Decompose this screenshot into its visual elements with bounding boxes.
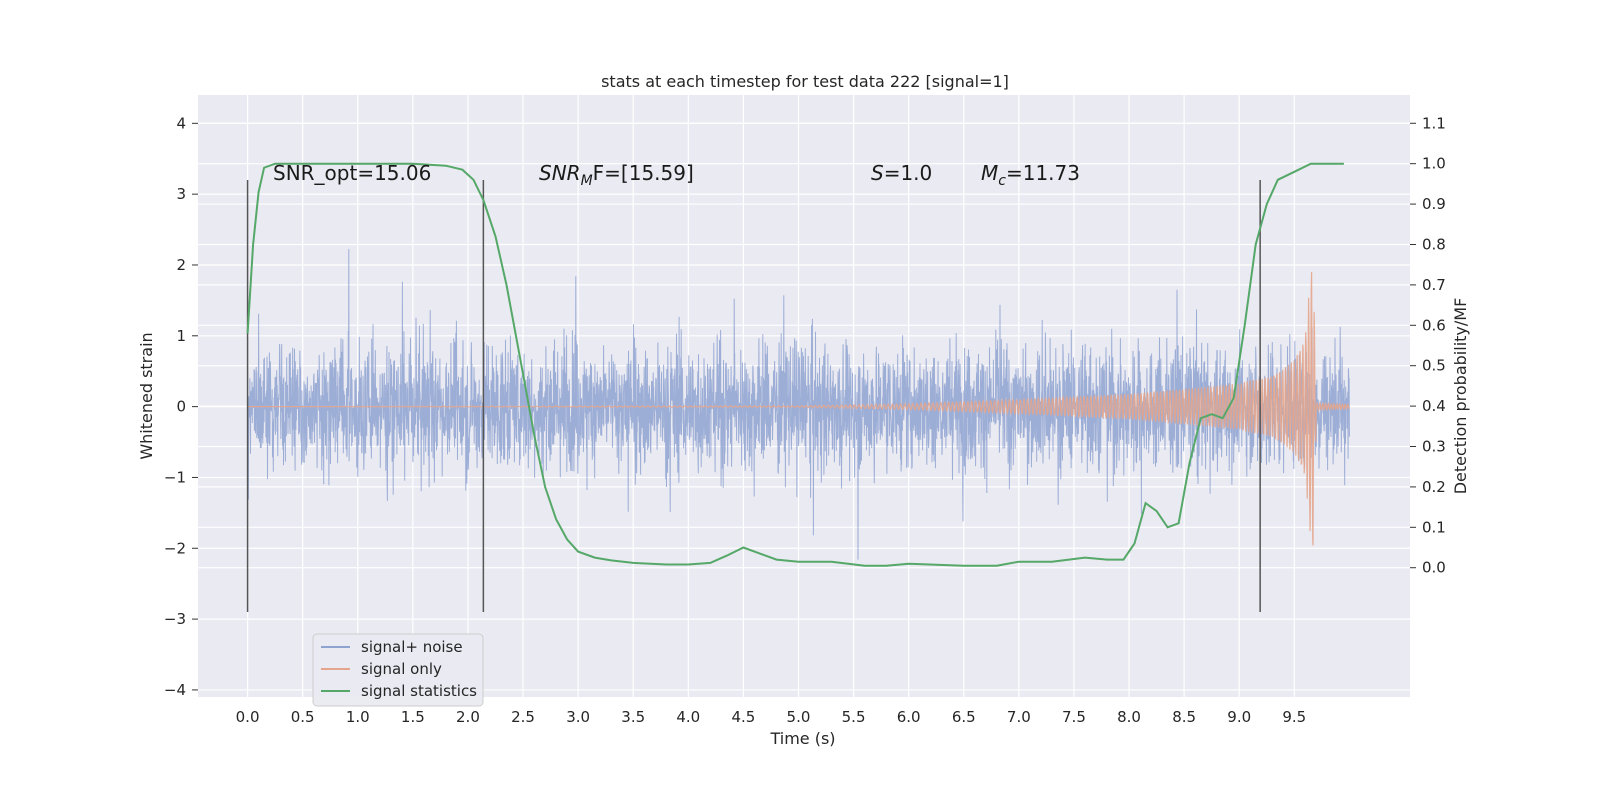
x-tick-label: 2.5: [511, 708, 535, 726]
legend-label-signal-only: signal only: [361, 660, 442, 678]
y-tick-label: 1: [176, 327, 186, 345]
x-tick-label: 7.5: [1062, 708, 1086, 726]
legend-label-signal-plus-noise: signal+ noise: [361, 638, 463, 656]
x-tick-label: 5.5: [842, 708, 866, 726]
y-tick-label: 4: [176, 114, 186, 132]
mc-subscript: c: [998, 173, 1006, 189]
x-tick-label: 3.5: [621, 708, 645, 726]
y-tick-label: 0: [176, 398, 186, 416]
x-tick-label: 3.0: [566, 708, 590, 726]
y2-tick-label: 0.7: [1422, 276, 1446, 294]
x-tick-label: 8.5: [1172, 708, 1196, 726]
s-value: =1.0: [884, 161, 933, 185]
x-tick-label: 6.5: [952, 708, 976, 726]
s-annotation: S=1.0: [871, 161, 932, 185]
x-tick-label: 9.0: [1227, 708, 1251, 726]
y2-tick-label: 0.2: [1422, 478, 1446, 496]
y-tick-label: −3: [164, 610, 186, 628]
y2-tick-label: 0.9: [1422, 195, 1446, 213]
y-tick-label: −2: [164, 539, 186, 557]
x-tick-label: 4.5: [731, 708, 755, 726]
x-tick-label: 1.0: [346, 708, 370, 726]
mc-value: =11.73: [1006, 161, 1080, 185]
x-axis-label: Time (s): [769, 729, 835, 748]
signal-plus-noise-series: [247, 249, 1350, 560]
x-tick-label: 1.5: [401, 708, 425, 726]
x-tick-label: 4.0: [676, 708, 700, 726]
vertical-markers: [246, 179, 1261, 613]
y2-tick-label: 0.0: [1422, 559, 1446, 577]
y-tick-label: −4: [164, 681, 186, 699]
s-symbol: S: [871, 161, 884, 185]
x-axis-ticks: 0.0 0.5 1.0 1.5 2.0 2.5 3.0 3.5 4.0 4.5 5.0 5.5 6.0 6…: [236, 708, 1307, 726]
y-tick-label: 3: [176, 185, 186, 203]
x-tick-label: 0.5: [291, 708, 315, 726]
mc-annotation: Mc=11.73: [981, 161, 1080, 189]
y-axis-label: Whitened strain: [137, 332, 156, 459]
y2-tick-label: 0.4: [1422, 397, 1446, 415]
chart-title: stats at each timestep for test data 222…: [601, 72, 1009, 91]
x-tick-label: 7.0: [1007, 708, 1031, 726]
y2-tick-label: 0.6: [1422, 316, 1446, 334]
signal-plus-noise-trace: [247, 249, 1350, 560]
signal-only-series: [247, 271, 1350, 546]
y-tick-label: 2: [176, 256, 186, 274]
legend-box: [312, 633, 484, 707]
snr-mf-annotation: SNRMF=[15.59]: [539, 161, 694, 189]
signal-statistics-series: [246, 162, 1344, 567]
y-tick-label: −1: [164, 468, 186, 486]
snr-opt-annotation: SNR_opt=15.06: [273, 161, 431, 185]
x-tick-label: 6.0: [897, 708, 921, 726]
snr-mf-value: F=[15.59]: [593, 161, 694, 185]
y2-tick-label: 0.8: [1422, 235, 1446, 253]
legend: signal+ noise signal only signal statist…: [312, 633, 484, 707]
y2-tick-label: 0.5: [1422, 357, 1446, 375]
y2-axis-label: Detection probability/MF: [1451, 298, 1470, 495]
signal-only-trace: [247, 271, 1350, 546]
y2-tick-label: 0.3: [1422, 438, 1446, 456]
snr-mf-symbol: SNR: [539, 161, 581, 185]
legend-label-signal-statistics: signal statistics: [361, 682, 477, 700]
signal-statistics-line: [246, 162, 1344, 567]
x-tick-label: 9.5: [1282, 708, 1306, 726]
y2-tick-label: 1.1: [1422, 114, 1446, 132]
x-tick-label: 0.0: [236, 708, 260, 726]
y2-tick-label: 0.1: [1422, 518, 1446, 536]
x-tick-label: 8.0: [1117, 708, 1141, 726]
x-tick-label: 5.0: [787, 708, 811, 726]
y-axis-ticks: −4 −3 −2 −1 0 1 2 3 4: [164, 114, 198, 699]
mc-symbol: M: [981, 161, 998, 185]
snr-mf-subscript: M: [581, 173, 593, 189]
y2-tick-label: 1.0: [1422, 155, 1446, 173]
x-tick-label: 2.0: [456, 708, 480, 726]
y2-axis-ticks: 0.0 0.1 0.2 0.3 0.4 0.5 0.6 0.7 0.8 0.9 1.0 1.1: [1410, 114, 1446, 577]
